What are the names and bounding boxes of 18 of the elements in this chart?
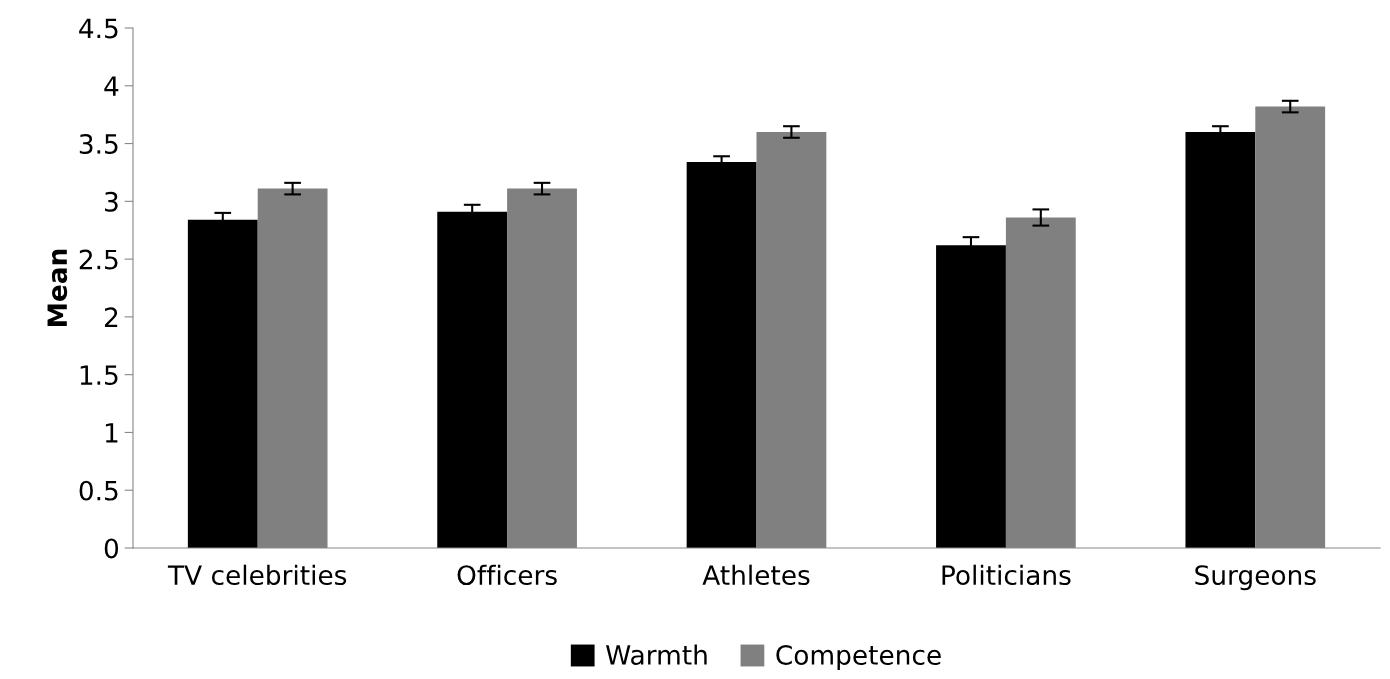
y-axis-title: Mean	[47, 249, 68, 326]
x-tick-label: Politicians	[942, 564, 1071, 586]
y-tick-label: 4	[104, 76, 119, 96]
y-tick-label: 1.5	[80, 365, 118, 386]
x-tick-label: Athletes	[702, 564, 810, 586]
y-tick-label: 2.5	[79, 249, 118, 270]
y-tick-label: 2	[104, 307, 118, 327]
y-tick-label: 1	[105, 423, 118, 443]
legend-label: Warmth	[606, 644, 707, 665]
legend-label: Competence	[776, 645, 941, 671]
y-tick-label: 4.5	[79, 18, 118, 39]
y-tick-label: 0	[104, 538, 119, 559]
y-tick-label: 0.5	[79, 480, 118, 501]
x-tick-label: Officers	[457, 564, 557, 586]
x-tick-label: TV celebrities	[167, 564, 347, 586]
y-tick-label: 3.5	[79, 134, 118, 154]
x-tick-label: Surgeons	[1195, 565, 1316, 591]
y-tick-label: 3	[105, 191, 118, 212]
